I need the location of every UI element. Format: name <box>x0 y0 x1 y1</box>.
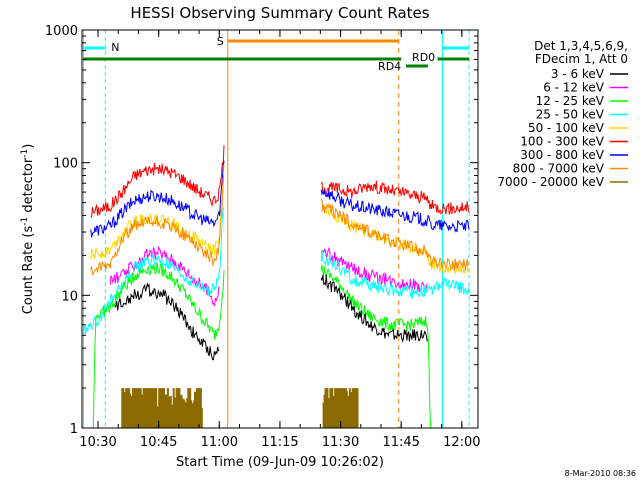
rd0-flag-label: RD0 <box>412 51 435 64</box>
series-7000-20000-kev-block <box>322 388 359 428</box>
legend-entry-label: 300 - 800 keV <box>520 148 604 162</box>
plot-area: N S RD0 RD4 <box>82 30 470 429</box>
series-black-line <box>320 274 428 343</box>
series-yellow-line <box>320 206 470 274</box>
legend-entry-label: 12 - 25 keV <box>536 94 605 108</box>
legend-header-2: FDecim 1, Att 0 <box>535 52 628 66</box>
series-orange-line <box>320 198 470 271</box>
x-tick-label: 10:45 <box>140 435 177 450</box>
y-axis-label-end: ) <box>21 144 36 149</box>
y-tick-label: 1 <box>70 422 78 437</box>
x-tick-label: 10:30 <box>79 435 116 450</box>
series-blue-line <box>320 189 470 233</box>
series-green-line <box>90 262 225 429</box>
y-tick-label: 100 <box>53 157 78 172</box>
y-axis-label-sup1: -1 <box>20 217 30 226</box>
series-yellow-line <box>90 164 225 260</box>
legend-entry-label: 7000 - 20000 keV <box>497 175 604 189</box>
series-black-line <box>114 281 220 361</box>
night-flag-label: N <box>111 41 119 54</box>
legend-header-1: Det 1,3,4,5,6,9, <box>534 39 628 53</box>
y-axis-label-main: Count Rate (s <box>21 226 36 315</box>
x-axis-label: Start Time (09-Jun-09 10:26:02) <box>176 455 384 470</box>
x-tick-label: 11:00 <box>201 435 238 450</box>
series-red-line <box>320 180 470 215</box>
series-red-line <box>90 145 225 219</box>
x-tick-label: 12:00 <box>443 435 480 450</box>
legend-entry-label: 6 - 12 keV <box>543 81 605 95</box>
x-tick-label: 11:15 <box>261 435 298 450</box>
legend-entry-label: 800 - 7000 keV <box>513 162 605 176</box>
series-blue-line <box>90 160 225 238</box>
series-magenta-line <box>109 245 220 306</box>
rd4-flag-label: RD4 <box>378 60 401 73</box>
legend-entry-label: 50 - 100 keV <box>528 121 605 135</box>
chart-title: HESSI Observing Summary Count Rates <box>130 4 429 22</box>
axis-ticks: 10:30 10:45 11:00 11:15 11:30 11:45 12:00 1 10 10… <box>45 24 481 450</box>
legend-entry-label: 25 - 50 keV <box>536 108 605 122</box>
x-tick-label: 11:45 <box>382 435 419 450</box>
y-axis-label-sup2: -1 <box>20 149 30 158</box>
legend-entry-label: 3 - 6 keV <box>551 67 605 81</box>
y-axis-label: Count Rate (s-1 detector-1) <box>20 144 36 315</box>
legend-entry-label: 100 - 300 keV <box>520 135 604 149</box>
series-7000-20000-kev-block <box>121 388 203 428</box>
y-tick-label: 1000 <box>45 24 78 39</box>
y-axis-label-mid: detector <box>21 157 36 217</box>
saa-flag-label: S <box>217 35 224 48</box>
plot-frame <box>81 29 479 429</box>
timestamp: 8-Mar-2010 08:36 <box>565 469 636 478</box>
series-cyan-line <box>320 250 470 299</box>
series-orange-line <box>90 175 225 276</box>
series-green-line <box>320 264 433 429</box>
x-tick-label: 11:30 <box>322 435 359 450</box>
y-tick-label: 10 <box>61 289 78 304</box>
